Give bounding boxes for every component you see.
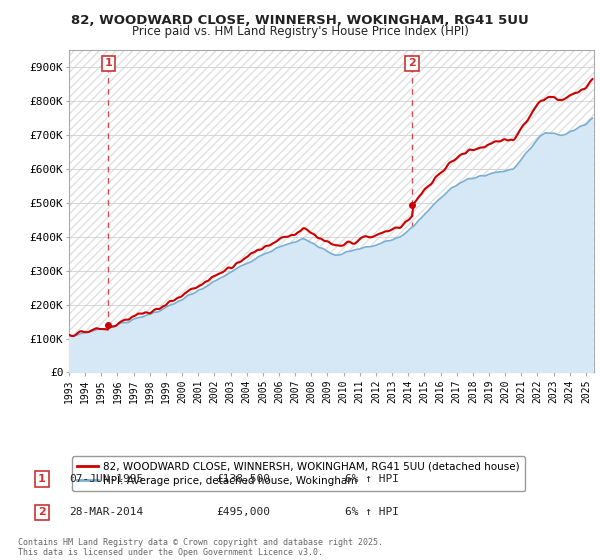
Text: £495,000: £495,000 bbox=[216, 507, 270, 517]
Legend: 82, WOODWARD CLOSE, WINNERSH, WOKINGHAM, RG41 5UU (detached house), HPI: Average: 82, WOODWARD CLOSE, WINNERSH, WOKINGHAM,… bbox=[71, 456, 524, 491]
Text: 28-MAR-2014: 28-MAR-2014 bbox=[69, 507, 143, 517]
Text: 82, WOODWARD CLOSE, WINNERSH, WOKINGHAM, RG41 5UU: 82, WOODWARD CLOSE, WINNERSH, WOKINGHAM,… bbox=[71, 14, 529, 27]
Text: 6% ↑ HPI: 6% ↑ HPI bbox=[345, 474, 399, 484]
Text: 07-JUN-1995: 07-JUN-1995 bbox=[69, 474, 143, 484]
Text: 6% ↑ HPI: 6% ↑ HPI bbox=[345, 507, 399, 517]
Text: 1: 1 bbox=[104, 58, 112, 68]
Text: £138,500: £138,500 bbox=[216, 474, 270, 484]
Text: Contains HM Land Registry data © Crown copyright and database right 2025.
This d: Contains HM Land Registry data © Crown c… bbox=[18, 538, 383, 557]
Text: Price paid vs. HM Land Registry's House Price Index (HPI): Price paid vs. HM Land Registry's House … bbox=[131, 25, 469, 38]
Text: 1: 1 bbox=[38, 474, 46, 484]
Text: 2: 2 bbox=[38, 507, 46, 517]
Text: 2: 2 bbox=[408, 58, 416, 68]
